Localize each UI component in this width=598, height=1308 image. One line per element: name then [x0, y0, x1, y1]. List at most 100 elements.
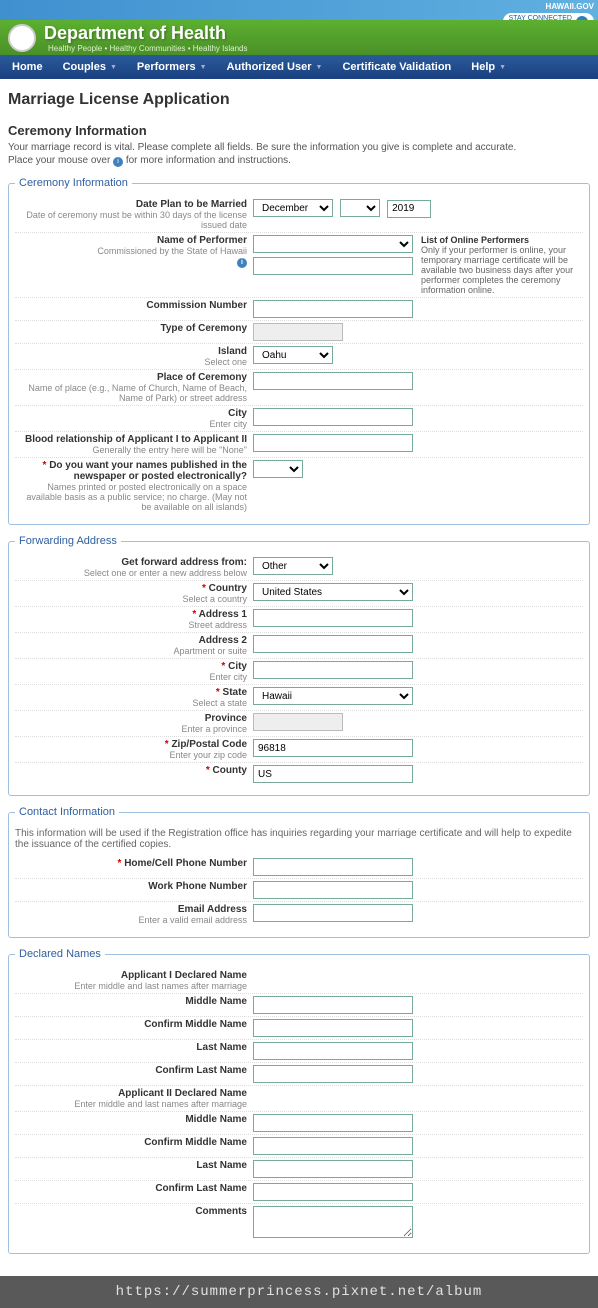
- fcity-input[interactable]: [253, 661, 413, 679]
- island-label: Island: [218, 346, 247, 357]
- country-hint: Select a country: [15, 594, 247, 604]
- commission-label: Commission Number: [15, 300, 253, 311]
- ceremony-legend: Ceremony Information: [15, 177, 132, 189]
- country-select[interactable]: United States: [253, 583, 413, 601]
- ceremony-city-input[interactable]: [253, 408, 413, 426]
- email-input[interactable]: [253, 904, 413, 922]
- commission-input[interactable]: [253, 300, 413, 318]
- work-label: Work Phone Number: [15, 881, 253, 892]
- island-select[interactable]: Oahu: [253, 346, 333, 364]
- publish-hint: Names printed or posted electronically o…: [15, 482, 247, 512]
- app1-cmiddle-input[interactable]: [253, 1019, 413, 1037]
- comments-label: Comments: [15, 1206, 253, 1217]
- contact-intro: This information will be used if the Reg…: [15, 826, 583, 856]
- info-icon: i: [113, 157, 123, 167]
- blood-label: Blood relationship of Applicant I to App…: [25, 434, 247, 445]
- app1-label: Applicant I Declared Name: [121, 970, 247, 981]
- header: Department of Health Healthy People • He…: [0, 20, 598, 55]
- middle2-label: Middle Name: [15, 1114, 253, 1125]
- intro-text-1: Your marriage record is vital. Please co…: [8, 142, 590, 153]
- forward-legend: Forwarding Address: [15, 535, 121, 547]
- last2-label: Last Name: [15, 1160, 253, 1171]
- intro-2b: for more information and instructions.: [126, 155, 291, 166]
- work-phone-input[interactable]: [253, 881, 413, 899]
- nav-performers[interactable]: Performers▼: [127, 61, 217, 73]
- province-label: Province: [205, 713, 247, 724]
- wave-strip: HAWAII.GOV STAY CONNECTED to Hawai'i Sta…: [0, 0, 598, 20]
- addr2-label: Address 2: [199, 635, 247, 646]
- city-label: City: [228, 408, 247, 419]
- fcity-hint: Enter city: [15, 672, 247, 682]
- nav-couples[interactable]: Couples▼: [53, 61, 127, 73]
- app1-middle-input[interactable]: [253, 996, 413, 1014]
- addr1-input[interactable]: [253, 609, 413, 627]
- app2-label: Applicant II Declared Name: [118, 1088, 247, 1099]
- place-input[interactable]: [253, 372, 413, 390]
- addr2-input[interactable]: [253, 635, 413, 653]
- app1-last-input[interactable]: [253, 1042, 413, 1060]
- performers-side-text: Only if your performer is online, your t…: [421, 245, 583, 295]
- type-input: [253, 323, 343, 341]
- performer-input[interactable]: [253, 257, 413, 275]
- content: Marriage License Application Ceremony In…: [0, 79, 598, 1276]
- forward-fieldset: Forwarding Address Get forward address f…: [8, 535, 590, 796]
- date-year-input[interactable]: [387, 200, 431, 218]
- performer-hint: Commissioned by the State of Hawaii: [15, 246, 247, 256]
- province-input: [253, 713, 343, 731]
- fcity-label: City: [228, 661, 247, 672]
- state-seal-icon: [8, 24, 36, 52]
- chevron-down-icon: ▼: [200, 64, 207, 71]
- page-title: Marriage License Application: [8, 91, 590, 109]
- cmiddle1-label: Confirm Middle Name: [15, 1019, 253, 1030]
- home-phone-input[interactable]: [253, 858, 413, 876]
- performers-side-title: List of Online Performers: [421, 235, 583, 245]
- app2-clast-input[interactable]: [253, 1183, 413, 1201]
- nav-certificate-validation[interactable]: Certificate Validation: [332, 61, 461, 73]
- place-label: Place of Ceremony: [157, 372, 247, 383]
- declared-legend: Declared Names: [15, 948, 105, 960]
- app2-cmiddle-input[interactable]: [253, 1137, 413, 1155]
- island-hint: Select one: [15, 357, 247, 367]
- province-hint: Enter a province: [15, 724, 247, 734]
- zip-input[interactable]: [253, 739, 413, 757]
- comments-textarea[interactable]: [253, 1206, 413, 1238]
- nav-authorized-user[interactable]: Authorized User▼: [217, 61, 333, 73]
- from-select[interactable]: Other: [253, 557, 333, 575]
- state-label: State: [223, 687, 247, 698]
- section-title: Ceremony Information: [8, 123, 590, 138]
- app1-hint: Enter middle and last names after marria…: [15, 981, 247, 991]
- addr1-hint: Street address: [15, 620, 247, 630]
- nav-home[interactable]: Home: [2, 61, 53, 73]
- performer-select[interactable]: [253, 235, 413, 253]
- date-day-select[interactable]: [340, 199, 380, 217]
- dept-tagline: Healthy People • Healthy Communities • H…: [48, 44, 247, 53]
- clast2-label: Confirm Last Name: [15, 1183, 253, 1194]
- state-select[interactable]: Hawaii: [253, 687, 413, 705]
- date-label: Date Plan to be Married: [136, 199, 247, 210]
- place-hint: Name of place (e.g., Name of Church, Nam…: [15, 383, 247, 403]
- app2-middle-input[interactable]: [253, 1114, 413, 1132]
- declared-fieldset: Declared Names Applicant I Declared Name…: [8, 948, 590, 1254]
- chevron-down-icon: ▼: [316, 64, 323, 71]
- hawaii-gov-link[interactable]: HAWAII.GOV: [503, 2, 594, 11]
- app2-last-input[interactable]: [253, 1160, 413, 1178]
- url-watermark: https://summerprincess.pixnet.net/album: [0, 1276, 598, 1308]
- city-hint: Enter city: [15, 419, 247, 429]
- county-input[interactable]: [253, 765, 413, 783]
- from-label: Get forward address from:: [121, 557, 247, 568]
- from-hint: Select one or enter a new address below: [15, 568, 247, 578]
- publish-select[interactable]: [253, 460, 303, 478]
- nav-help[interactable]: Help▼: [461, 61, 516, 73]
- email-hint: Enter a valid email address: [15, 915, 247, 925]
- app1-clast-input[interactable]: [253, 1065, 413, 1083]
- addr2-hint: Apartment or suite: [15, 646, 247, 656]
- middle1-label: Middle Name: [15, 996, 253, 1007]
- date-month-select[interactable]: December: [253, 199, 333, 217]
- email-label: Email Address: [178, 904, 247, 915]
- clast1-label: Confirm Last Name: [15, 1065, 253, 1076]
- nav-bar: HomeCouples▼Performers▼Authorized User▼C…: [0, 55, 598, 79]
- last1-label: Last Name: [15, 1042, 253, 1053]
- type-label: Type of Ceremony: [15, 323, 253, 334]
- blood-hint: Generally the entry here will be "None": [15, 445, 247, 455]
- blood-input[interactable]: [253, 434, 413, 452]
